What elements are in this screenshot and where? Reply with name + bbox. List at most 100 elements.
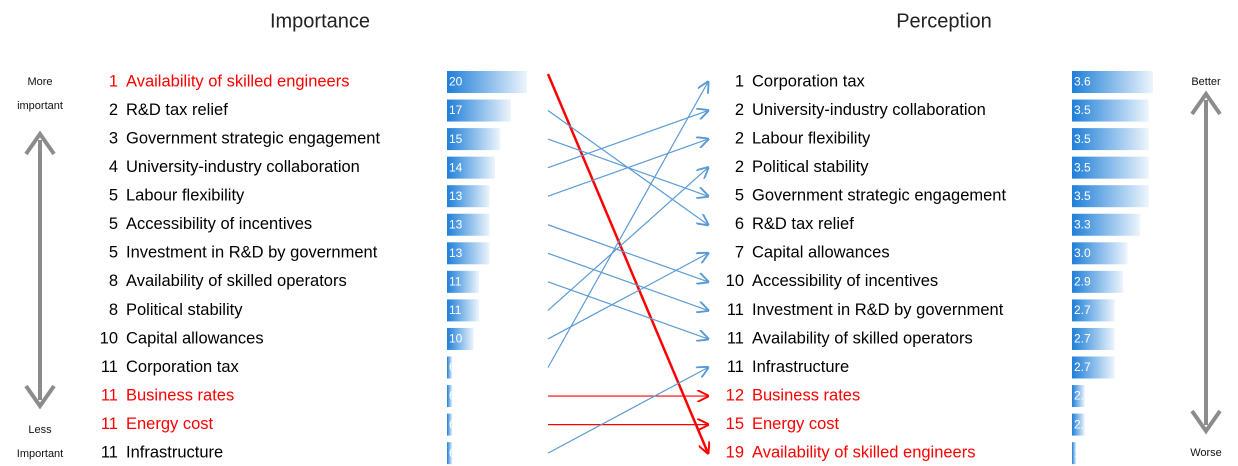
scale-arrow-head <box>24 384 56 410</box>
data-bar <box>1072 270 1124 293</box>
data-bar <box>447 413 453 436</box>
item-name: Energy cost <box>126 415 214 433</box>
bar-label-clip: 2.7 <box>1074 332 1091 346</box>
bar-value-label: 13 <box>449 217 463 231</box>
rank: 6 <box>735 215 744 233</box>
bar-value-label: 17 <box>449 103 463 117</box>
bar-value-label: 15 <box>449 132 463 146</box>
bar-value-label: 13 <box>449 189 463 203</box>
data-bar <box>447 156 495 179</box>
bar-label-clip: 2.7 <box>1074 303 1091 317</box>
item-name: Government strategic engagement <box>752 187 1006 205</box>
rank-change-arrow <box>546 73 708 453</box>
rank: 4 <box>109 158 118 176</box>
bar-label-clip: 3.0 <box>1074 246 1091 260</box>
item-name: Availability of skilled engineers <box>126 72 349 90</box>
bar-value-label: 2.0 <box>1074 389 1091 403</box>
rank-change-arrow <box>547 168 708 311</box>
bar-value-label: 2.7 <box>1074 303 1091 317</box>
bar-label-clip: 1.8 <box>1074 446 1091 460</box>
item-name: Labour flexibility <box>752 129 871 147</box>
bar-label-clip: 2.9 <box>1074 275 1091 289</box>
bar-label-clip: 14 <box>449 160 463 174</box>
rank: 1 <box>109 72 118 90</box>
panel-title: Importance <box>270 10 370 32</box>
rank-change-arrow <box>547 224 708 282</box>
data-bar <box>447 270 479 293</box>
bar-value-label: 1.8 <box>1074 446 1091 460</box>
rank: 7 <box>735 244 744 262</box>
rank-change-arrow <box>547 111 708 169</box>
item-name: Availability of skilled operators <box>752 329 973 347</box>
rank: 8 <box>109 301 118 319</box>
item-name: Labour flexibility <box>126 187 245 205</box>
data-bar <box>1072 71 1153 93</box>
rank: 11 <box>101 386 118 404</box>
item-name: University-industry collaboration <box>126 158 360 176</box>
item-name: Energy cost <box>752 415 840 433</box>
bar-label-clip: 3.3 <box>1074 217 1091 231</box>
rank-change-arrow <box>547 253 708 340</box>
item-name: Business rates <box>752 386 860 404</box>
data-bar <box>447 327 474 350</box>
data-bar <box>447 213 490 236</box>
data-bar <box>447 242 490 265</box>
bar-label-clip: 3.5 <box>1074 160 1091 174</box>
data-bar <box>1072 128 1149 151</box>
data-bar <box>1072 213 1141 236</box>
bar-label-clip: 17 <box>449 103 463 117</box>
data-bar <box>1072 442 1077 465</box>
data-bar <box>1072 385 1085 408</box>
bar-value-label: 20 <box>449 75 463 89</box>
item-name: Availability of skilled engineers <box>752 444 975 462</box>
item-name: Investment in R&D by government <box>752 301 1004 319</box>
rank-change-arrow <box>547 368 708 454</box>
item-name: Accessibility of incentives <box>752 272 938 290</box>
scale-bottom-label: Less <box>28 424 52 436</box>
data-bar <box>1072 242 1128 265</box>
scale-top-label: Better <box>1191 76 1221 88</box>
data-bar <box>1072 156 1149 179</box>
bar-value-label: 10 <box>449 332 463 346</box>
bar-value-label: 3.3 <box>1074 217 1091 231</box>
bar-value-label: 6 <box>449 417 456 431</box>
bar-label-clip: 2.0 <box>1074 417 1091 431</box>
bar-value-label: 2.0 <box>1074 417 1091 431</box>
rank: 1 <box>735 72 744 90</box>
bar-value-label: 2.7 <box>1074 332 1091 346</box>
bar-label-clip: 3.5 <box>1074 103 1091 117</box>
bar-value-label: 11 <box>449 275 462 289</box>
rank: 10 <box>100 329 118 347</box>
bar-value-label: 6 <box>449 360 456 374</box>
bar-label-clip: 6 <box>449 360 456 374</box>
scale-top-label: important <box>17 100 63 112</box>
bar-label-clip: 6 <box>449 446 452 460</box>
bar-label-clip: 6 <box>449 389 452 403</box>
bar-label-clip: 13 <box>449 189 463 203</box>
rank-change-arrow <box>547 82 708 368</box>
scale-arrow-head <box>24 130 56 156</box>
rank: 5 <box>109 244 118 262</box>
bar-label-clip: 11 <box>449 275 462 289</box>
bar-label-clip: 13 <box>449 246 463 260</box>
bar-value-label: 3.5 <box>1074 160 1091 174</box>
bar-label-clip: 3.6 <box>1074 75 1091 89</box>
item-name: Corporation tax <box>752 72 866 90</box>
scale-arrow-head <box>1190 90 1222 116</box>
bar-label-clip: 10 <box>449 332 463 346</box>
bar-label-clip: 11 <box>449 303 462 317</box>
data-bar <box>447 442 453 465</box>
rank-change-arrow <box>547 252 708 310</box>
data-bar <box>447 299 479 322</box>
item-name: Political stability <box>752 158 869 176</box>
rank: 15 <box>726 415 744 433</box>
bar-value-label: 3.5 <box>1074 103 1091 117</box>
rank: 2 <box>735 101 744 119</box>
data-bar <box>447 71 527 93</box>
data-bar <box>1072 413 1085 436</box>
bar-label-clip: 6 <box>449 417 456 431</box>
bar-value-label: 3.5 <box>1074 132 1091 146</box>
item-name: R&D tax relief <box>752 215 854 233</box>
rank: 11 <box>101 415 118 433</box>
